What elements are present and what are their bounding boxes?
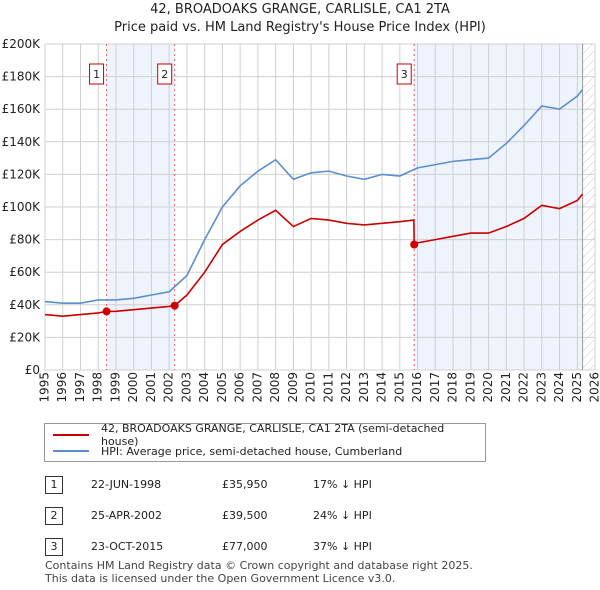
sale-price: £35,950 bbox=[222, 478, 268, 491]
y-tick-label: £0 bbox=[25, 363, 40, 377]
x-tick-label: 2026 bbox=[588, 372, 600, 403]
x-tick-label: 2012 bbox=[339, 372, 353, 403]
x-tick-label: 2020 bbox=[481, 372, 495, 403]
sale-row: 2 25-APR-2002 £39,500 24% ↓ HPI bbox=[45, 507, 445, 525]
sale-point-2 bbox=[170, 301, 179, 310]
sale-date: 22-JUN-1998 bbox=[91, 478, 162, 491]
x-tick-label: 2025 bbox=[570, 372, 584, 403]
x-tick-label: 2002 bbox=[162, 372, 176, 403]
x-tick-label: 2006 bbox=[233, 372, 247, 403]
y-tick-label: £80K bbox=[9, 233, 41, 247]
x-tick-label: 2010 bbox=[304, 372, 318, 403]
sale-hpi-diff: 17% ↓ HPI bbox=[313, 478, 372, 491]
x-tick-label: 2009 bbox=[286, 372, 300, 403]
hpi-line bbox=[44, 89, 584, 304]
x-tick-label: 2017 bbox=[428, 372, 442, 403]
sale-row: 3 23-OCT-2015 £77,000 37% ↓ HPI bbox=[45, 538, 445, 556]
x-tick-label: 2005 bbox=[215, 372, 229, 403]
x-tick-label: 2019 bbox=[463, 372, 477, 403]
sale-label-box bbox=[157, 63, 173, 85]
x-tick-label: 2014 bbox=[375, 372, 389, 403]
x-tick-label: 2011 bbox=[321, 372, 335, 403]
legend-label: HPI: Average price, semi-detached house,… bbox=[101, 444, 403, 458]
y-tick-label: £120K bbox=[2, 167, 42, 181]
sale-row: 1 22-JUN-1998 £35,950 17% ↓ HPI bbox=[45, 476, 445, 494]
legend-item-property: 42, BROADOAKS GRANGE, CARLISLE, CA1 2TA … bbox=[53, 422, 485, 448]
y-tick-label: £60K bbox=[9, 265, 41, 279]
legend-item-hpi: HPI: Average price, semi-detached house,… bbox=[53, 443, 402, 459]
sale-price: £77,000 bbox=[222, 540, 268, 553]
sale-point-3 bbox=[410, 240, 419, 249]
x-tick-label: 1998 bbox=[91, 372, 105, 403]
sale-date: 23-OCT-2015 bbox=[91, 540, 164, 553]
sale-date: 25-APR-2002 bbox=[91, 509, 163, 522]
x-tick-label: 2015 bbox=[392, 372, 406, 403]
sale-label-number: 1 bbox=[93, 68, 100, 81]
sale-label-number: 3 bbox=[401, 68, 408, 81]
y-tick-label: £20K bbox=[9, 330, 41, 344]
footer-licence: This data is licensed under the Open Gov… bbox=[45, 572, 396, 585]
sale-label-box bbox=[396, 63, 412, 85]
sale-number: 3 bbox=[45, 538, 63, 556]
x-tick-label: 2021 bbox=[499, 372, 513, 403]
x-tick-label: 2004 bbox=[197, 372, 211, 403]
y-tick-label: £180K bbox=[2, 70, 42, 84]
x-tick-label: 2001 bbox=[144, 372, 158, 403]
x-tick-label: 2000 bbox=[126, 372, 140, 403]
x-tick-label: 2022 bbox=[517, 372, 531, 403]
legend-label: 42, BROADOAKS GRANGE, CARLISLE, CA1 2TA … bbox=[100, 422, 445, 448]
x-tick-label: 2013 bbox=[357, 372, 371, 403]
price-paid-line bbox=[44, 193, 584, 318]
y-tick-label: £40K bbox=[9, 298, 41, 312]
x-tick-label: 1997 bbox=[73, 372, 87, 403]
x-tick-label: 1996 bbox=[55, 372, 69, 403]
x-tick-label: 2003 bbox=[179, 372, 193, 403]
footer-copyright: Contains HM Land Registry data © Crown c… bbox=[45, 559, 473, 572]
sale-price: £39,500 bbox=[222, 509, 268, 522]
sale-label-number: 2 bbox=[161, 68, 168, 81]
sale-hpi-diff: 37% ↓ HPI bbox=[313, 540, 372, 553]
plot-area: 1995 1996 1997 1998 1999 2000 2001 2002 2003 2004… bbox=[2, 37, 600, 403]
y-tick-label: £140K bbox=[2, 135, 42, 149]
x-tick-label: 2007 bbox=[250, 372, 264, 403]
y-tick-label: £200K bbox=[2, 37, 42, 51]
x-tick-label: 2008 bbox=[268, 372, 282, 403]
y-tick-label: £160K bbox=[2, 102, 42, 116]
sale-number: 2 bbox=[45, 507, 63, 525]
sale-label-box bbox=[89, 63, 105, 85]
x-tick-label: 2023 bbox=[534, 372, 548, 403]
x-tick-label: 2018 bbox=[446, 372, 460, 403]
sale-hpi-diff: 24% ↓ HPI bbox=[313, 509, 372, 522]
x-tick-label: 2024 bbox=[552, 372, 566, 403]
x-tick-label: 1999 bbox=[108, 372, 122, 403]
x-tick-label: 2016 bbox=[410, 372, 424, 403]
legend: 42, BROADOAKS GRANGE, CARLISLE, CA1 2TA … bbox=[44, 422, 486, 462]
chart-subtitle: Price paid vs. HM Land Registry's House … bbox=[114, 20, 486, 35]
sale-number: 1 bbox=[45, 476, 63, 494]
x-tick-label: 1995 bbox=[38, 372, 52, 403]
sale-point-1 bbox=[102, 307, 111, 316]
y-tick-label: £100K bbox=[2, 200, 42, 214]
chart-title: 42, BROADOAKS GRANGE, CARLISLE, CA1 2TA bbox=[150, 2, 450, 17]
